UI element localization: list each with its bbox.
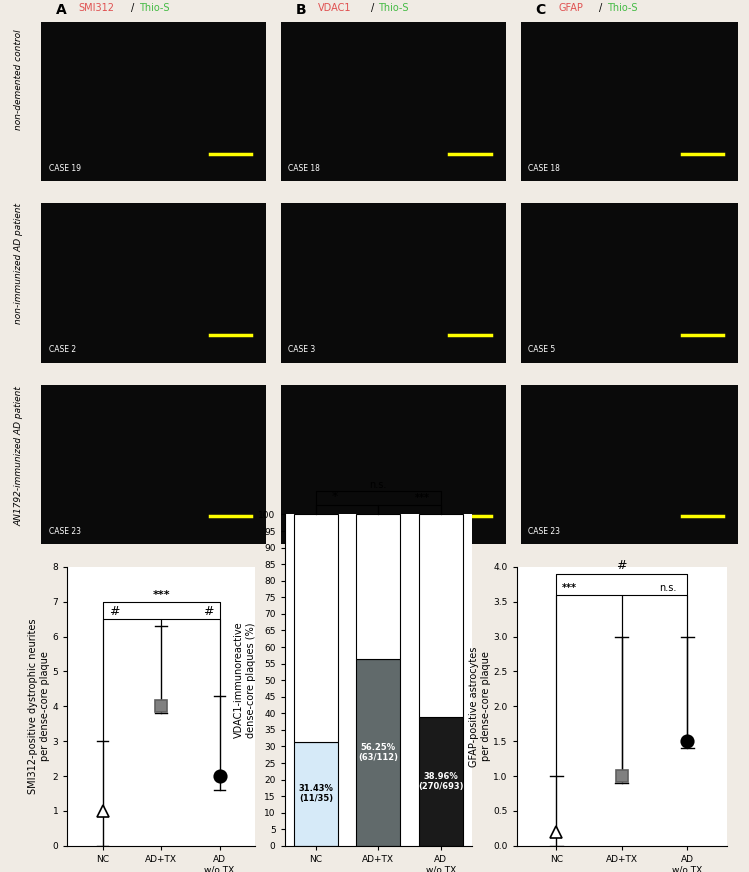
Text: VDAC1: VDAC1 xyxy=(318,3,352,13)
Bar xyxy=(419,717,462,846)
Bar xyxy=(419,514,462,717)
Text: n.s.: n.s. xyxy=(659,583,676,593)
Text: GFAP: GFAP xyxy=(558,3,583,13)
Text: Thio-S: Thio-S xyxy=(139,3,169,13)
Text: Thio-S: Thio-S xyxy=(378,3,409,13)
Text: non-immunized AD patient: non-immunized AD patient xyxy=(14,203,23,324)
Text: n.s.: n.s. xyxy=(369,480,387,489)
Text: #: # xyxy=(109,605,120,618)
Text: CASE 3: CASE 3 xyxy=(288,345,315,354)
Y-axis label: VDAC1-immunoreactive
dense-core plaques (%): VDAC1-immunoreactive dense-core plaques … xyxy=(234,622,255,739)
Text: #: # xyxy=(616,559,627,572)
Text: ***: *** xyxy=(414,493,429,503)
Text: ***: *** xyxy=(562,583,577,593)
Text: Thio-S: Thio-S xyxy=(607,3,637,13)
Text: CASE 2: CASE 2 xyxy=(49,345,76,354)
Text: non-demented control: non-demented control xyxy=(14,30,23,130)
Text: /: / xyxy=(371,3,374,13)
Y-axis label: SMI312-positive dystrophic neurites
per dense-core plaque: SMI312-positive dystrophic neurites per … xyxy=(28,618,50,794)
Text: *: * xyxy=(331,490,338,503)
Text: CASE 18: CASE 18 xyxy=(528,164,560,173)
Text: 56.25%
(63/112): 56.25% (63/112) xyxy=(358,743,398,762)
Bar xyxy=(294,514,338,742)
Text: CASE 23: CASE 23 xyxy=(528,527,560,535)
Bar xyxy=(357,659,400,846)
Text: CASE 18: CASE 18 xyxy=(288,164,321,173)
Text: CASE 23: CASE 23 xyxy=(49,527,81,535)
Text: CASE 5: CASE 5 xyxy=(528,345,555,354)
Y-axis label: GFAP-positive astrocytes
per dense-core plaque: GFAP-positive astrocytes per dense-core … xyxy=(469,646,491,766)
Text: /: / xyxy=(131,3,134,13)
Text: CASE 22: CASE 22 xyxy=(288,527,321,535)
Text: /: / xyxy=(599,3,602,13)
Text: C: C xyxy=(536,3,546,17)
Bar xyxy=(357,514,400,659)
Text: A: A xyxy=(56,3,67,17)
Text: B: B xyxy=(296,3,306,17)
Text: ***: *** xyxy=(152,590,170,600)
Text: #: # xyxy=(202,605,213,618)
Text: SMI312: SMI312 xyxy=(79,3,115,13)
Text: AN1792-immunized AD patient: AN1792-immunized AD patient xyxy=(14,386,23,526)
Text: CASE 19: CASE 19 xyxy=(49,164,81,173)
Text: 31.43%
(11/35): 31.43% (11/35) xyxy=(298,784,333,803)
Bar xyxy=(294,742,338,846)
Text: 38.96%
(270/693): 38.96% (270/693) xyxy=(418,772,464,791)
